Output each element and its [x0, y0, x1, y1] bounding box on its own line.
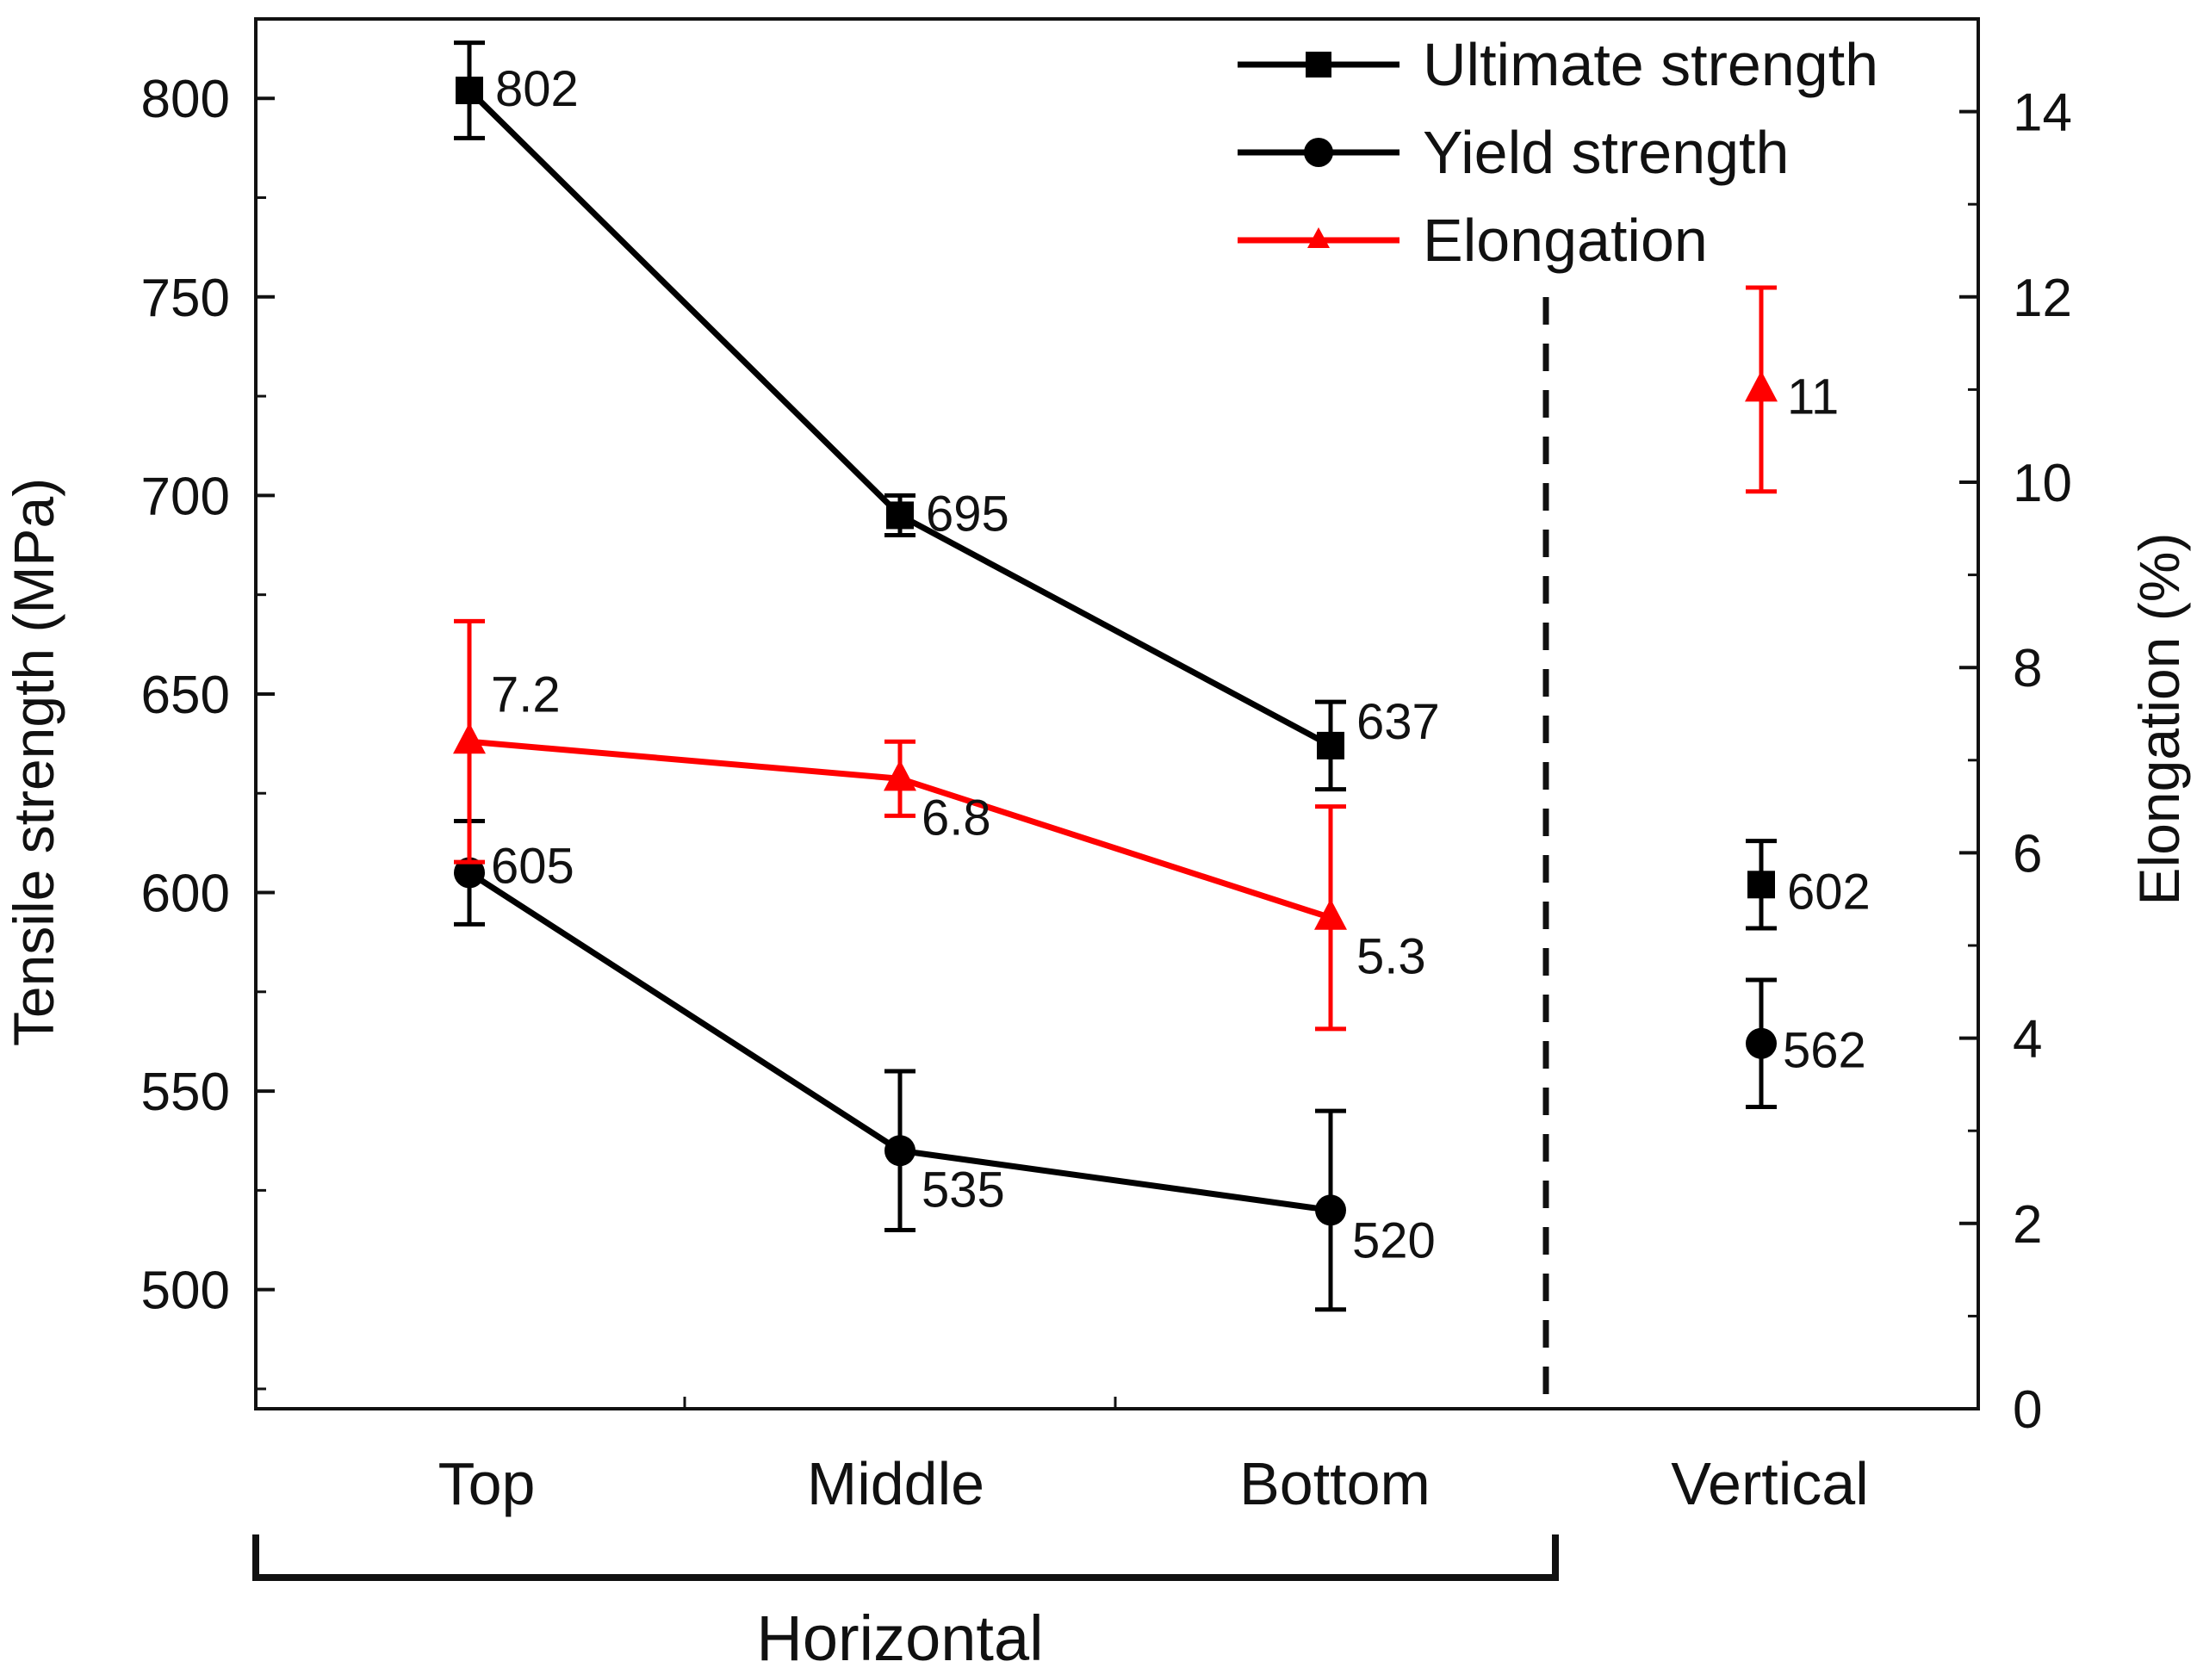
left-tick-label: 650 — [141, 666, 230, 725]
legend-yield-strength-label: Yield strength — [1423, 119, 1789, 186]
left-axis-ticks: 500 550 600 650 700 750 800 — [141, 70, 275, 1391]
horizontal-group-label: Horizontal — [756, 1603, 1043, 1674]
legend-elongation-marker — [1307, 227, 1330, 248]
right-tick-label: 6 — [2013, 824, 2042, 883]
yield-strength-point — [454, 857, 485, 889]
right-tick-label: 14 — [2013, 84, 2072, 143]
elongation-point — [1314, 898, 1347, 930]
elongation-point — [453, 722, 486, 754]
category-label-middle: Middle — [807, 1450, 984, 1517]
right-tick-label: 8 — [2013, 639, 2042, 698]
right-tick-label: 2 — [2013, 1195, 2042, 1255]
ultimate-strength-line — [467, 88, 1332, 748]
yield-strength-point — [1315, 1194, 1346, 1226]
horizontal-group-bracket — [252, 1534, 1559, 1581]
yield-strength-point — [884, 1135, 915, 1167]
series-layer — [453, 40, 1778, 1312]
legend-yield-strength-marker — [1304, 138, 1333, 167]
category-label-bottom: Bottom — [1239, 1450, 1431, 1517]
ultimate-strength-data-label: 602 — [1787, 864, 1871, 920]
elongation-data-label: 6.8 — [922, 790, 991, 846]
y-axis-left-title: Tensile strength (MPa) — [2, 478, 65, 1046]
yield-strength-data-label: 520 — [1352, 1212, 1436, 1268]
bottom-axis-ticks — [683, 1397, 1117, 1409]
left-tick-label: 700 — [141, 467, 230, 526]
right-tick-label: 4 — [2013, 1010, 2042, 1069]
yield-strength-data-label: 562 — [1783, 1023, 1866, 1079]
elongation-data-label: 11 — [1787, 369, 1839, 425]
legend-ultimate-strength-marker — [1306, 52, 1331, 77]
right-tick-label: 12 — [2013, 269, 2072, 328]
ultimate-strength-data-label: 637 — [1356, 694, 1440, 750]
yield-strength-data-label: 605 — [491, 838, 574, 894]
legend-elongation-label: Elongation — [1423, 207, 1708, 274]
ultimate-strength-data-label: 802 — [495, 61, 579, 117]
category-label-top: Top — [438, 1450, 536, 1517]
data-labels: 802 695 637 602 605 535 520 562 7.2 6.8 5.3 11 — [491, 61, 1871, 1268]
elongation-data-label: 7.2 — [491, 666, 561, 722]
right-tick-label: 10 — [2013, 454, 2072, 513]
elongation-point — [1745, 370, 1778, 402]
y-axis-right-title: Elongation (%) — [2127, 533, 2191, 906]
elongation-data-label: 5.3 — [1356, 929, 1426, 985]
ultimate-strength-point — [456, 77, 483, 105]
category-label-vertical: Vertical — [1671, 1450, 1869, 1517]
left-tick-label: 550 — [141, 1063, 230, 1122]
yield-strength-point — [1746, 1027, 1777, 1059]
legend-ultimate-strength-label: Ultimate strength — [1423, 31, 1878, 98]
left-tick-label: 500 — [141, 1262, 230, 1321]
left-tick-label: 800 — [141, 70, 230, 129]
yield-strength-data-label: 535 — [922, 1162, 1005, 1218]
ultimate-strength-point — [1747, 871, 1775, 899]
plot-border — [254, 17, 1980, 1410]
elongation-point — [884, 759, 916, 791]
ultimate-strength-data-label: 695 — [926, 486, 1009, 542]
right-tick-label: 0 — [2013, 1380, 2042, 1440]
right-axis-ticks: 0 2 4 6 8 10 12 14 — [1959, 17, 2072, 1440]
plot-frame — [254, 17, 1980, 1410]
left-tick-label: 600 — [141, 865, 230, 924]
legend: Ultimate strength Yield strength Elongatio… — [1238, 31, 1878, 274]
ultimate-strength-point — [1317, 731, 1344, 759]
left-tick-label: 750 — [141, 269, 230, 328]
ultimate-strength-point — [886, 501, 914, 530]
